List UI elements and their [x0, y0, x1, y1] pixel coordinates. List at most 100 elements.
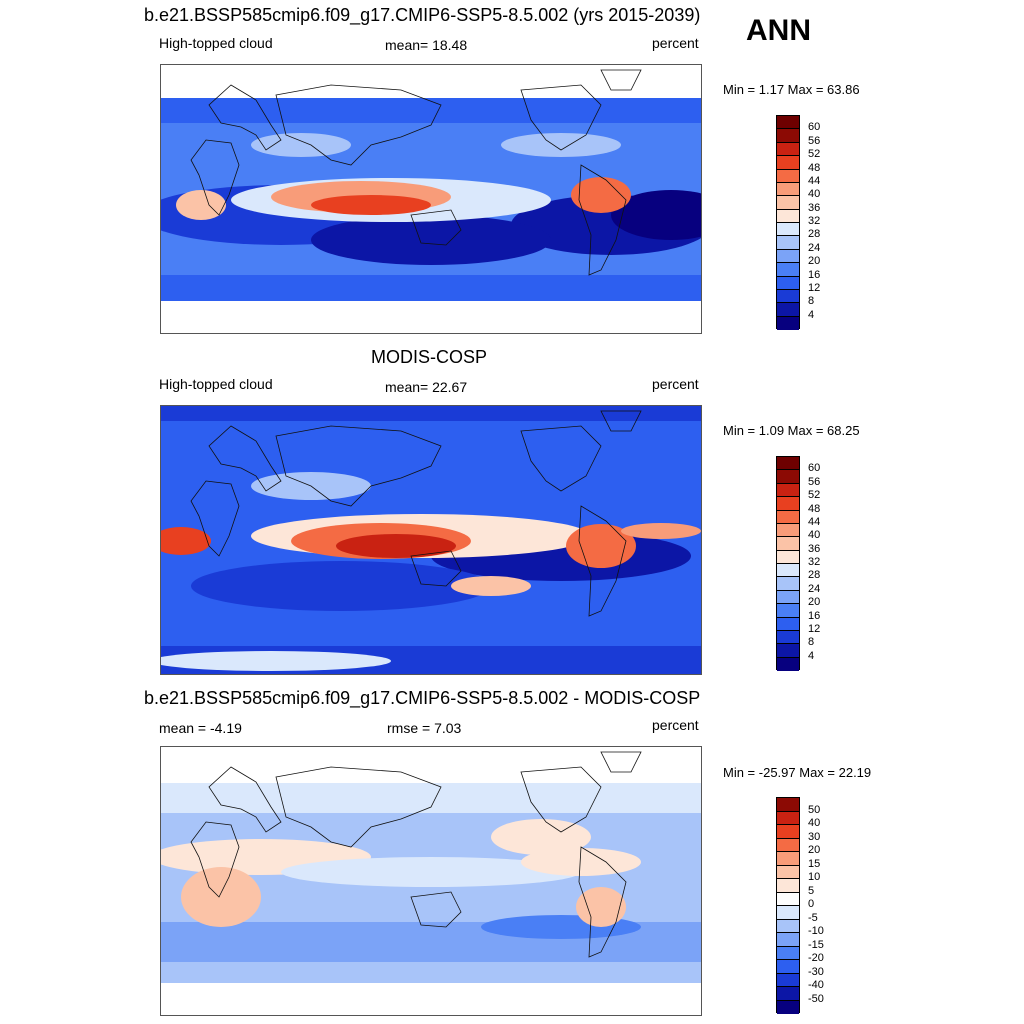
colorbar-swatch	[777, 919, 799, 933]
colorbar-tick-label: 44	[808, 174, 821, 187]
colorbar-tick-label: 40	[808, 817, 821, 829]
colorbar-tick-label: 24	[808, 582, 821, 595]
field-blob	[571, 177, 631, 213]
colorbar-swatch	[777, 811, 799, 825]
field-blob	[251, 133, 351, 157]
colorbar-tick-label: 0	[808, 898, 815, 910]
colorbar-tick-label: 30	[808, 830, 821, 843]
colorbar-tick-label: 28	[808, 228, 821, 241]
coastline	[578, 505, 627, 617]
coastline	[578, 846, 627, 958]
colorbar-tick-label: 44	[808, 515, 821, 528]
panel3-map-svg	[161, 747, 701, 1015]
colorbar-tick-label: -30	[808, 965, 824, 978]
field-blob	[181, 867, 261, 927]
panel2-mean-label: mean= 22.67	[385, 379, 468, 395]
panel1-mean-label: mean= 18.48	[385, 37, 468, 53]
field-band	[161, 783, 701, 813]
colorbar-tick-label: 40	[808, 188, 821, 201]
colorbar-swatch	[777, 483, 799, 498]
colorbar-swatch	[777, 825, 799, 839]
colorbar-tick-label: 4	[808, 649, 815, 662]
colorbar-tick-label: 48	[808, 161, 821, 174]
coastline	[208, 84, 282, 151]
colorbar-tick-label: -10	[808, 925, 824, 937]
colorbar-tick-label: 4	[808, 308, 815, 321]
colorbar-tick-label: 52	[808, 148, 821, 161]
panel1-map	[160, 64, 702, 334]
panel3-title: b.e21.BSSP585cmip6.f09_g17.CMIP6-SSP5-8.…	[144, 688, 701, 708]
panel3-min-max: Min = -25.97 Max = 22.19	[723, 765, 872, 780]
colorbar-swatch	[777, 303, 799, 317]
coastline	[520, 766, 602, 833]
colorbar-swatch	[777, 142, 799, 157]
colorbar-swatch	[777, 973, 799, 987]
colorbar-tick-label: 8	[808, 295, 815, 308]
colorbar-tick-label: 16	[808, 268, 821, 281]
colorbar-swatch	[777, 933, 799, 947]
field-blob	[501, 133, 621, 157]
colorbar-tick-label: 5	[808, 884, 815, 897]
colorbar-swatch	[777, 537, 799, 551]
field-blob	[521, 848, 641, 876]
panel1-map-svg	[161, 65, 701, 333]
colorbar-swatch	[777, 457, 799, 471]
colorbar-swatch	[777, 644, 799, 658]
colorbar-tick-label: 24	[808, 241, 821, 254]
coastline	[208, 766, 282, 833]
panel2-units-label: percent	[652, 376, 699, 392]
colorbar-swatch	[777, 564, 799, 578]
coastline	[410, 209, 462, 246]
field-blob	[311, 215, 551, 265]
field-blob	[451, 576, 531, 596]
field-blob	[621, 523, 701, 539]
colorbar-swatch	[777, 604, 799, 618]
colorbar-swatch	[777, 276, 799, 290]
colorbar-tick-label: 12	[808, 281, 821, 294]
colorbar-tick-label: 36	[808, 542, 821, 555]
colorbar-swatch	[777, 497, 799, 511]
panel2-min-max: Min = 1.09 Max = 68.25	[723, 423, 860, 438]
colorbar-tick-label: 32	[808, 215, 821, 227]
colorbar-tick-label: 20	[808, 255, 821, 268]
colorbar-swatch	[777, 116, 799, 130]
colorbar-swatch	[777, 316, 799, 330]
panel3-map	[160, 746, 702, 1016]
colorbar-tick-label: 52	[808, 489, 821, 502]
colorbar-swatch	[777, 289, 799, 304]
field-band	[161, 275, 701, 301]
colorbar-swatch	[777, 1000, 799, 1014]
colorbar-swatch	[777, 879, 799, 893]
colorbar-swatch	[777, 550, 799, 564]
colorbar-swatch	[777, 590, 799, 605]
field-blob	[611, 190, 701, 240]
field-band	[161, 98, 701, 123]
coastline	[190, 480, 240, 557]
coastline	[190, 139, 240, 216]
colorbar-swatch	[777, 617, 799, 631]
colorbar-swatch	[777, 798, 799, 812]
coastline	[275, 425, 442, 507]
coastline	[578, 164, 627, 276]
coastline	[275, 766, 442, 848]
field-band	[161, 406, 701, 421]
colorbar-tick-label: 60	[808, 121, 821, 134]
coastline	[410, 550, 462, 587]
colorbar-swatch	[777, 892, 799, 906]
field-blob	[311, 195, 431, 215]
colorbar-tick-label: 10	[808, 871, 821, 883]
colorbar-tick-label: -20	[808, 952, 824, 964]
field-blob	[576, 887, 626, 927]
colorbar-swatch	[777, 577, 799, 591]
colorbar-swatch	[777, 630, 799, 645]
colorbar-tick-label: 50	[808, 803, 821, 816]
colorbar-swatch	[777, 156, 799, 170]
panel2-map	[160, 405, 702, 675]
coastline	[410, 891, 462, 928]
season-label: ANN	[746, 14, 811, 47]
colorbar-tick-label: 36	[808, 201, 821, 214]
colorbar-swatch	[777, 236, 799, 250]
panel3-mean-label: mean = -4.19	[159, 720, 242, 736]
colorbar-swatch	[777, 182, 799, 197]
colorbar-tick-label: 40	[808, 529, 821, 542]
